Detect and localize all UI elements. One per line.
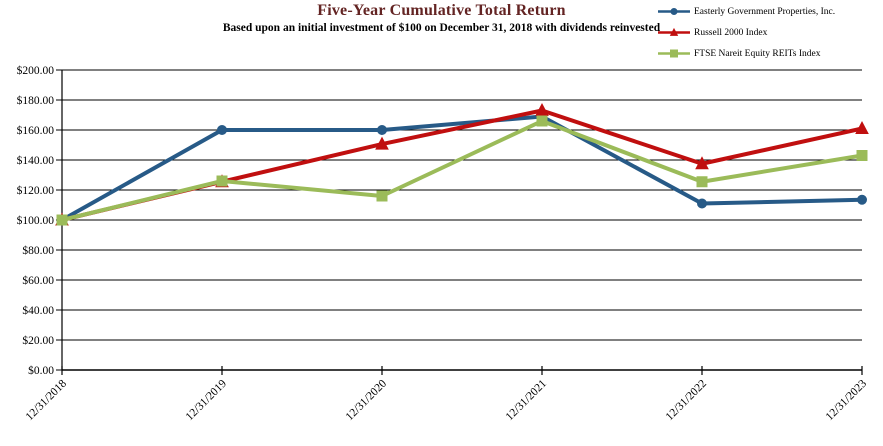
legend-item: Russell 2000 Index [657, 25, 835, 40]
circle-legend-marker-icon [658, 8, 690, 15]
data-point-marker [535, 103, 549, 117]
legend: Easterly Government Properties, Inc. Russ… [657, 4, 835, 61]
legend-marker [669, 27, 679, 36]
data-point-marker [697, 198, 707, 209]
x-axis-label: 12/31/2021 [504, 377, 550, 423]
legend-item: Easterly Government Properties, Inc. [657, 4, 835, 19]
square-legend-marker-icon [658, 49, 690, 58]
legend-marker [670, 49, 678, 58]
series-line [60, 114, 864, 222]
y-axis-label: $80.00 [22, 244, 54, 257]
y-axis-label: $100.00 [17, 214, 55, 227]
series-line [60, 119, 864, 222]
x-axis-label: 12/31/2020 [344, 377, 390, 423]
data-point-marker [377, 125, 387, 135]
legend-label: Easterly Government Properties, Inc. [694, 6, 836, 17]
x-axis-label: 12/31/2023 [824, 377, 870, 423]
data-point-marker [376, 190, 388, 202]
legend-item: FTSE Nareit Equity REITs Index [657, 46, 835, 61]
y-axis-label: $200.00 [17, 64, 55, 77]
legend-label: FTSE Nareit Equity REITs Index [694, 48, 821, 59]
data-point-marker [375, 136, 389, 150]
triangle-legend-marker-icon [658, 27, 690, 36]
legend-label: Russell 2000 Index [694, 27, 768, 38]
y-axis-label: $40.00 [22, 304, 54, 317]
x-axis-label: 12/31/2019 [184, 377, 230, 423]
data-point-marker [856, 150, 868, 161]
y-axis-label: $160.00 [17, 124, 55, 137]
y-axis-label: $20.00 [22, 334, 54, 347]
data-point-marker [216, 175, 228, 187]
data-point-marker [855, 121, 869, 135]
y-axis-label: $180.00 [17, 94, 55, 107]
data-point-marker [857, 194, 867, 205]
x-axis-label: 12/31/2018 [24, 377, 70, 423]
data-point-marker [217, 125, 227, 135]
legend-marker [670, 8, 678, 15]
y-axis-label: $0.00 [28, 364, 54, 377]
data-point-marker [695, 156, 709, 170]
data-point-marker [56, 214, 68, 226]
y-axis-label: $140.00 [17, 154, 55, 167]
y-axis-label: $60.00 [22, 274, 54, 287]
data-point-marker [696, 176, 708, 188]
x-axis-label: 12/31/2022 [664, 377, 710, 423]
y-axis-label: $120.00 [17, 184, 55, 197]
data-point-marker [536, 115, 548, 127]
